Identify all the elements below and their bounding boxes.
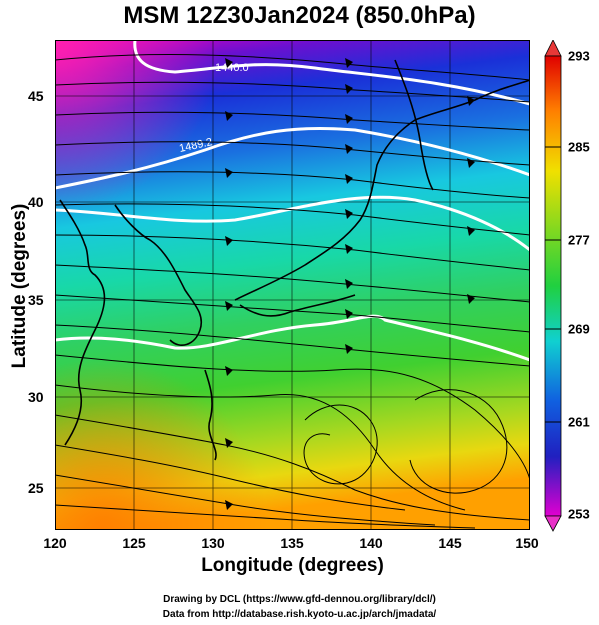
x-tick-label: 150 xyxy=(515,535,539,551)
height-contours xyxy=(55,40,530,362)
y-tick-label: 30 xyxy=(28,389,44,405)
x-axis-label: Longitude (degrees) xyxy=(201,555,384,576)
y-tick-label: 45 xyxy=(28,88,44,104)
footer-credit-line-1: Drawing by DCL (https://www.gfd-dennou.o… xyxy=(163,594,436,605)
colorbar-tick-label: 261 xyxy=(568,414,590,430)
x-tick-label: 145 xyxy=(438,535,462,551)
colorbar-tick-label: 253 xyxy=(568,506,590,522)
x-tick-label: 130 xyxy=(201,535,225,551)
contour-label-1440: 1440.0 xyxy=(215,62,249,74)
colorbar xyxy=(544,40,562,532)
x-tick-label: 140 xyxy=(359,535,383,551)
x-tick-label: 135 xyxy=(280,535,304,551)
y-tick-label: 35 xyxy=(28,292,44,308)
colorbar-bottom-arrow xyxy=(544,515,562,532)
wind-streamlines xyxy=(55,54,530,529)
colorbar-top-arrow xyxy=(544,40,562,57)
x-tick-label: 120 xyxy=(43,535,67,551)
streamline-arrows xyxy=(225,58,475,510)
map-plot-area: 1440.0 1489.2 xyxy=(55,40,530,530)
footer-credit-line-2: Data from http://database.rish.kyoto-u.a… xyxy=(162,609,437,620)
colorbar-tick-label: 277 xyxy=(568,232,590,248)
y-tick-label: 25 xyxy=(28,480,44,496)
map-title: MSM 12Z30Jan2024 (850.0hPa) xyxy=(123,2,476,29)
colorbar-tick-label: 269 xyxy=(568,321,590,337)
temperature-field-svg: 1440.0 1489.2 xyxy=(55,40,530,530)
x-tick-label: 125 xyxy=(122,535,146,551)
y-tick-label: 40 xyxy=(28,194,44,210)
colorbar-tick-label: 285 xyxy=(568,139,590,155)
y-axis-label: Latitude (degrees) xyxy=(9,203,30,369)
colorbar-tick-label: 293 xyxy=(568,48,590,64)
